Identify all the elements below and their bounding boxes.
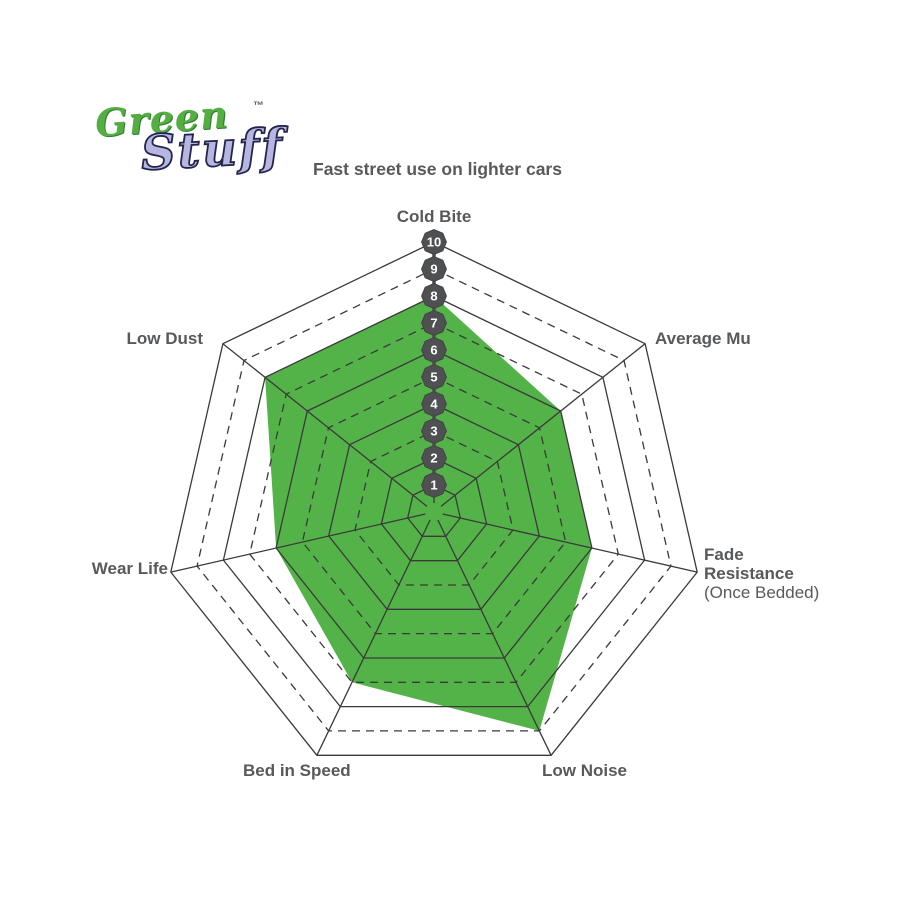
scale-marker-label-4: 4 [430, 397, 438, 412]
trademark-symbol: ™ [253, 100, 264, 112]
axis-label-fade-sublabel: (Once Bedded) [704, 583, 820, 602]
axis-label-average-mu: Average Mu [655, 329, 751, 348]
scale-marker-10 [421, 229, 447, 255]
scale-marker-label-5: 5 [430, 370, 437, 385]
scale-marker-label-1: 1 [430, 478, 437, 493]
radar-grid-ring-7 [248, 322, 620, 683]
scale-marker-label-9: 9 [430, 262, 437, 277]
scale-marker-3 [421, 418, 447, 444]
scale-marker-label-8: 8 [430, 289, 437, 304]
radar-grid-ring-8 [222, 295, 646, 708]
axis-label-bed-in-speed: Bed in Speed [243, 761, 351, 780]
chart-title: Fast street use on lighter cars [313, 159, 562, 179]
radar-grid-ring-2 [380, 457, 488, 562]
scale-marker-label-10: 10 [427, 235, 441, 250]
radar-spoke-5 [170, 513, 426, 573]
radar-spoke-1 [440, 343, 646, 507]
scale-marker-label-2: 2 [430, 451, 437, 466]
axis-label-fade-line1: Fade [704, 545, 744, 564]
axis-label-fade-line2: Resistance [704, 564, 794, 583]
axis-label-low-noise: Low Noise [542, 761, 628, 780]
scale-marker-6 [421, 337, 447, 363]
scale-marker-4 [421, 391, 447, 417]
scale-marker-label-7: 7 [430, 316, 437, 331]
radar-spoke-3 [437, 519, 552, 756]
radar-grid-ring-10 [170, 241, 698, 756]
radar-spoke-6 [222, 343, 428, 507]
scale-marker-label-6: 6 [430, 343, 437, 358]
radar-spoke-4 [316, 519, 431, 756]
radar-grid-ring-3 [354, 430, 514, 586]
scale-marker-1 [421, 472, 447, 498]
scale-marker-9 [421, 256, 447, 282]
radar-spoke-2 [442, 513, 698, 573]
axis-label-fade-resistance: Fade Resistance (Once Bedded) [704, 545, 819, 602]
scale-marker-8 [421, 283, 447, 309]
radar-grid-ring-4 [327, 403, 541, 610]
radar-grid-ring-5 [301, 376, 567, 635]
scale-marker-label-3: 3 [430, 424, 437, 439]
radar-grid-ring-6 [275, 349, 593, 659]
scale-marker-5 [421, 364, 447, 390]
radar-grid-ring-1 [406, 484, 462, 537]
scale-marker-7 [421, 310, 447, 336]
brand-logo: Green Stuff ™ [94, 91, 287, 206]
axis-label-low-dust: Low Dust [126, 329, 204, 348]
axis-label-cold-bite: Cold Bite [396, 207, 472, 226]
axis-label-wear-life: Wear Life [91, 559, 168, 578]
radar-series-area [265, 296, 592, 731]
scale-marker-2 [421, 445, 447, 471]
